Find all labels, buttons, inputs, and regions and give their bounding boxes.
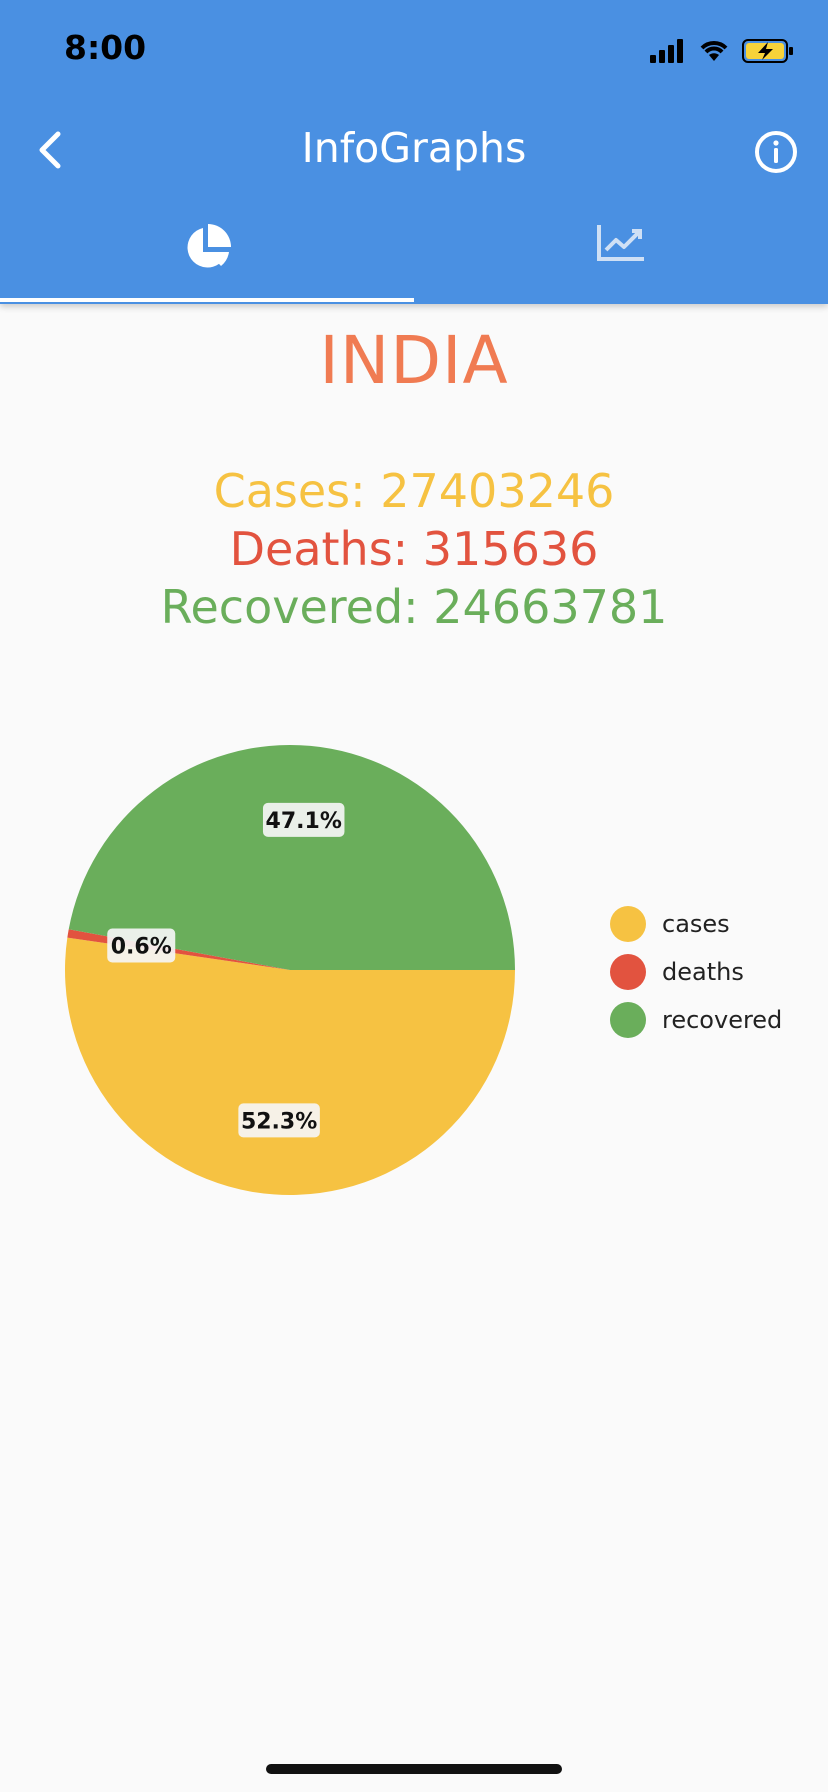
tab-indicator: [0, 298, 414, 302]
page-title: InfoGraphs: [301, 124, 527, 172]
back-button[interactable]: [24, 122, 80, 178]
legend-label-recovered: recovered: [662, 1006, 783, 1034]
legend-item-deaths: deaths: [610, 948, 782, 996]
cases-stat: Cases: 27403246: [213, 464, 615, 518]
legend-item-cases: cases: [610, 900, 782, 948]
svg-text:52.3%: 52.3%: [241, 1109, 317, 1134]
pie-label-recovered: 47.1%: [262, 802, 345, 837]
status-icons: [650, 34, 794, 68]
legend-label-deaths: deaths: [662, 958, 744, 986]
line-chart-icon: [597, 225, 644, 261]
pie-chart-container: 52.3% 0.6% 47.1%: [30, 710, 550, 1230]
pie-label-cases: 52.3%: [238, 1103, 320, 1138]
status-time: 8:00: [64, 28, 147, 67]
deaths-stat: Deaths: 315636: [229, 522, 599, 576]
legend-swatch-recovered: [610, 1002, 646, 1038]
pie-slice-cases: [65, 937, 515, 1195]
pie-chart-icon: [187, 224, 231, 268]
legend-swatch-cases: [610, 906, 646, 942]
legend-swatch-deaths: [610, 954, 646, 990]
country-title: INDIA: [319, 322, 509, 399]
svg-text:0.6%: 0.6%: [111, 934, 172, 959]
home-indicator: [266, 1764, 562, 1774]
tab-pie-chart[interactable]: [0, 222, 414, 304]
legend-label-cases: cases: [662, 910, 730, 938]
wifi-icon: [700, 41, 728, 61]
svg-text:47.1%: 47.1%: [266, 809, 342, 834]
info-button[interactable]: [752, 128, 800, 176]
app-bar: 8:00 InfoGraphs: [0, 0, 828, 304]
chart-legend: cases deaths recovered: [610, 900, 782, 1044]
battery-charging-icon: [742, 39, 793, 63]
tab-line-chart[interactable]: [414, 222, 828, 304]
cellular-signal-icon: [650, 39, 683, 63]
legend-item-recovered: recovered: [610, 996, 782, 1044]
pie-slice-recovered: [68, 744, 516, 970]
pie-chart: 52.3% 0.6% 47.1%: [65, 744, 516, 1195]
stats-summary: Cases: 27403246 Deaths: 315636 Recovered…: [0, 462, 828, 636]
recovered-stat: Recovered: 24663781: [160, 580, 668, 634]
pie-label-deaths: 0.6%: [107, 928, 176, 963]
